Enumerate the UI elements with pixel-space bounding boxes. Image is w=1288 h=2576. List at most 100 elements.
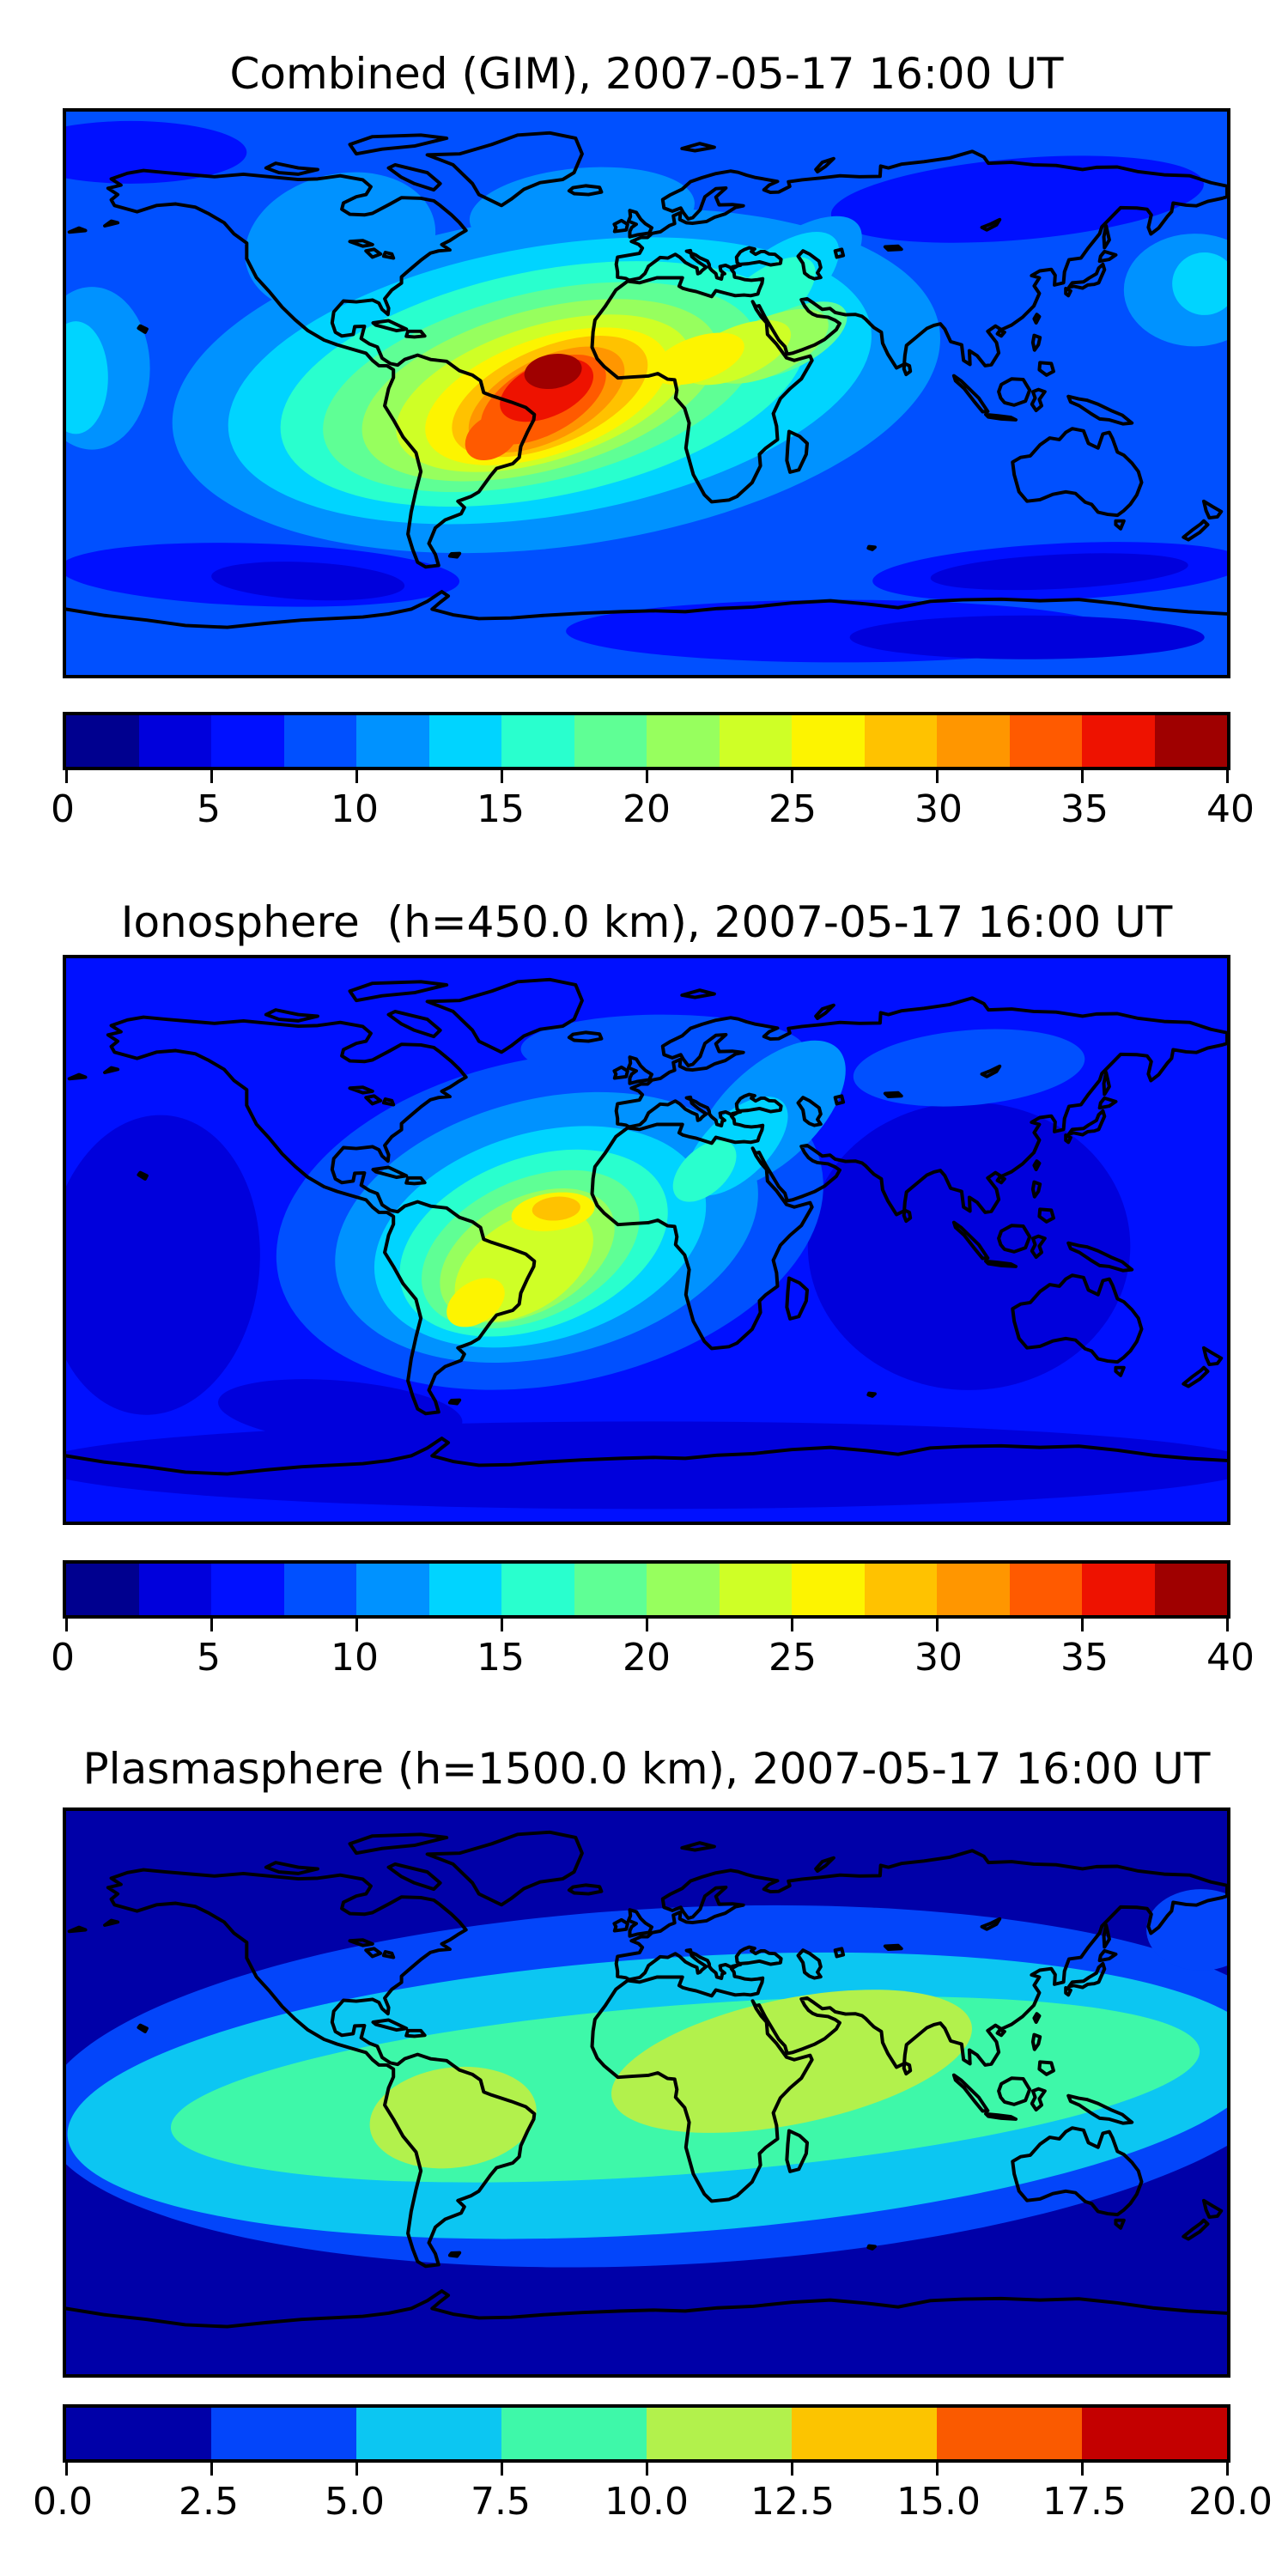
- coast-island: [567, 1883, 604, 1896]
- coast-island: [67, 226, 88, 234]
- coast-island: [833, 1947, 846, 1959]
- colorbar-segment: [719, 1564, 792, 1615]
- coast-island: [626, 1055, 654, 1085]
- coast-island: [1114, 1365, 1126, 1377]
- coast-island: [386, 162, 442, 192]
- coast-island: [1037, 1207, 1055, 1224]
- colorbar-tick-label: 15: [477, 787, 525, 831]
- colorbar-segment: [501, 715, 574, 767]
- coast-island: [348, 1832, 449, 1856]
- colorbar-tick-mark: [500, 770, 503, 783]
- coast-island: [626, 209, 654, 239]
- colorbar-segment: [283, 715, 356, 767]
- colorbar-segment: [647, 1564, 720, 1615]
- coast-island: [386, 1009, 442, 1039]
- colorbar-segment: [1154, 715, 1227, 767]
- contour-level: [930, 553, 1188, 591]
- coast-island: [951, 374, 990, 414]
- coast-island: [1064, 1985, 1072, 1997]
- colorbar-tick-label: 20: [623, 787, 671, 831]
- colorbar-segment: [864, 715, 937, 767]
- coast-island: [883, 1091, 903, 1099]
- colorbar-tick-mark: [355, 770, 358, 783]
- coast-island: [1114, 519, 1126, 531]
- colorbar-segment: [937, 1564, 1010, 1615]
- coast-island: [386, 1862, 442, 1892]
- colorbar-tick-label: 0: [51, 787, 75, 831]
- contour-level: [532, 1196, 580, 1221]
- colorbar-segment: [574, 1564, 647, 1615]
- colorbar-tick-mark: [645, 770, 648, 783]
- colorbar-segment: [1082, 2408, 1227, 2459]
- colorbar-tick-label: 35: [1060, 787, 1109, 831]
- colorbar-tick-mark: [790, 1619, 793, 1631]
- contour-level: [652, 332, 744, 386]
- coast-australia: [1011, 1273, 1144, 1364]
- colorbar-tick-label: 35: [1060, 1636, 1109, 1680]
- colorbar-tick-label: 12.5: [750, 2480, 835, 2524]
- coast-island: [1114, 2218, 1126, 2230]
- coast-island: [567, 184, 604, 197]
- colorbar-tick-label: 0.0: [33, 2480, 93, 2524]
- coast-island: [785, 429, 810, 474]
- colorbar-segment: [937, 715, 1010, 767]
- colorbar-tick-mark: [790, 2463, 793, 2476]
- coast-island: [980, 217, 1002, 232]
- coast-island: [137, 1170, 149, 1181]
- coast-island: [984, 1259, 1018, 1268]
- coast-island: [951, 2073, 990, 2113]
- coast-greenland: [425, 131, 584, 208]
- colorbar-segment: [501, 1564, 574, 1615]
- coast-island: [1030, 333, 1042, 352]
- coast-island: [995, 329, 1006, 338]
- coast-island: [612, 218, 629, 234]
- coast-island: [1182, 2218, 1210, 2241]
- coast-island: [1030, 387, 1047, 413]
- coast-island: [1182, 519, 1210, 542]
- coast-island: [447, 2251, 462, 2258]
- contour-level: [66, 321, 108, 434]
- coast-island: [348, 1085, 374, 1095]
- coast-island: [137, 324, 149, 334]
- coast-island: [381, 1950, 396, 1959]
- coast-island: [833, 1094, 846, 1106]
- colorbar-tick-mark: [64, 2463, 68, 2476]
- colorbar-segment: [138, 1564, 211, 1615]
- colorbar-ticks-ionosphere: 0 5 10 15 20 25 30 35 40: [51, 1636, 1255, 1681]
- coast-island: [1066, 1961, 1107, 1990]
- coast-greenland: [425, 977, 584, 1054]
- coast-island: [1032, 1159, 1042, 1171]
- colorbar-segment: [283, 1564, 356, 1615]
- contour-level: [465, 413, 519, 461]
- colorbar-tick-label: 30: [914, 1636, 963, 1680]
- colorbar-tick-mark: [355, 2463, 358, 2476]
- colorbar-tick-mark: [1080, 1619, 1084, 1631]
- colorbar-segment: [719, 715, 792, 767]
- colorbar-segment: [211, 715, 284, 767]
- colorbar-segment: [647, 2408, 792, 2459]
- coast-island: [364, 1094, 383, 1106]
- colorbar-tick-mark: [645, 1619, 648, 1631]
- colorbar-segment: [1009, 1564, 1082, 1615]
- colorbar-segment: [501, 2408, 647, 2459]
- colorbar-tick-mark: [645, 2463, 648, 2476]
- colorbar-tick-label: 20: [623, 1636, 671, 1680]
- coast-island: [348, 133, 449, 156]
- coast-greenland: [425, 1830, 584, 1907]
- colorbar-tick-mark: [500, 2463, 503, 2476]
- coast-island: [984, 412, 1018, 422]
- contour-level: [524, 353, 582, 390]
- contour-level: [1146, 1889, 1227, 1971]
- coast-island: [997, 377, 1032, 407]
- coast-island: [785, 2129, 810, 2173]
- coast-island: [137, 2023, 149, 2033]
- coast-island: [1030, 2087, 1047, 2112]
- coast-island: [567, 1030, 604, 1043]
- coast-island: [984, 2111, 1018, 2121]
- coast-island: [680, 988, 716, 999]
- coast-island: [814, 1856, 835, 1873]
- colorbar-tick-label: 30: [914, 787, 963, 831]
- coast-island: [348, 239, 374, 248]
- contour-level: [447, 1278, 505, 1327]
- contour-level: [66, 120, 247, 184]
